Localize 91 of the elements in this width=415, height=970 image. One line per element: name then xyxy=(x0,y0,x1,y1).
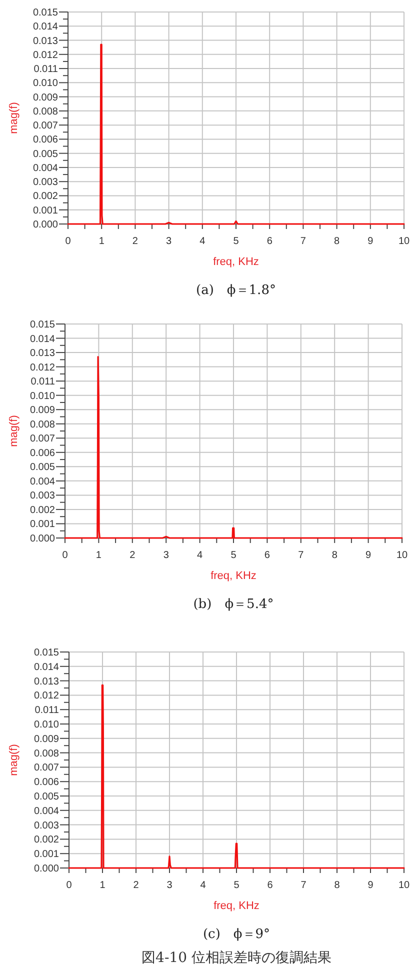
x-tick-label: 8 xyxy=(334,880,340,891)
x-tick-label: 10 xyxy=(398,236,410,247)
text: (b) ϕ＝5.4° xyxy=(193,597,274,612)
y-tick-label: 0.009 xyxy=(30,405,56,416)
x-tick-label: 7 xyxy=(300,880,307,891)
x-tick-label: 4 xyxy=(200,880,206,891)
x-axis-title: freq, KHz xyxy=(214,900,260,912)
x-tick-label: 8 xyxy=(334,236,340,247)
x-tick-label: 9 xyxy=(366,550,372,561)
y-tick-label: 0.006 xyxy=(30,448,56,459)
y-tick-label: 0.000 xyxy=(32,220,58,230)
y-tick-label: 0.001 xyxy=(30,519,56,530)
y-tick-label: 0.009 xyxy=(34,734,60,745)
x-tick-label: 0 xyxy=(65,236,72,247)
x-tick-label: 3 xyxy=(163,550,170,561)
y-tick-label: 0.010 xyxy=(32,78,58,90)
x-tick-label: 3 xyxy=(166,880,173,891)
y-tick-label: 0.002 xyxy=(32,191,58,202)
x-tick-label: 2 xyxy=(132,236,138,247)
y-tick-label: 0.003 xyxy=(34,820,60,832)
x-tick-label: 7 xyxy=(298,550,304,561)
x-tick-label: 9 xyxy=(368,880,374,891)
y-tick-label: 0.007 xyxy=(32,120,58,132)
text: (c) ϕ＝9° xyxy=(202,927,270,942)
y-tick-label: 0.015 xyxy=(34,648,60,658)
y-tick-label: 0.012 xyxy=(34,690,60,702)
y-tick-label: 0.013 xyxy=(32,36,58,47)
x-tick-label: 6 xyxy=(267,880,274,891)
x-tick-label: 1 xyxy=(98,236,105,247)
y-tick-label: 0.000 xyxy=(34,864,60,874)
y-tick-label: 0.004 xyxy=(32,162,58,174)
y-tick-label: 0.000 xyxy=(30,534,56,544)
x-tick-label: 8 xyxy=(332,550,338,561)
y-tick-label: 0.006 xyxy=(34,777,60,788)
caption: 図4-10 位相誤差時の復調結果 xyxy=(142,950,332,966)
y-tick-label: 0.013 xyxy=(30,348,56,360)
x-tick-label: 9 xyxy=(368,236,374,247)
text: (a) ϕ＝1.8° xyxy=(196,283,276,298)
y-axis-title: mag(f) xyxy=(8,102,20,134)
y-tick-label: 0.014 xyxy=(34,662,60,673)
x-axis-title: freq, KHz xyxy=(213,256,259,268)
y-tick-label: 0.007 xyxy=(34,762,60,774)
y-tick-label: 0.005 xyxy=(32,148,58,160)
y-tick-label: 0.007 xyxy=(30,434,56,445)
x-tick-label: 7 xyxy=(300,236,306,247)
x-tick-label: 1 xyxy=(96,550,102,561)
y-tick-label: 0.001 xyxy=(32,205,58,216)
y-tick-label: 0.005 xyxy=(34,792,60,802)
y-tick-label: 0.014 xyxy=(30,334,56,345)
x-tick-label: 4 xyxy=(197,550,204,561)
y-tick-label: 0.015 xyxy=(32,8,58,18)
y-axis-title: mag(f) xyxy=(8,744,20,776)
x-tick-label: 3 xyxy=(166,236,172,247)
y-tick-label: 0.011 xyxy=(34,64,58,76)
y-tick-label: 0.008 xyxy=(30,419,56,430)
y-axis-title: mag(f) xyxy=(8,415,20,447)
y-tick-label: 0.003 xyxy=(30,490,56,502)
y-tick-label: 0.004 xyxy=(30,476,56,488)
y-tick-label: 0.015 xyxy=(30,320,56,330)
y-tick-label: 0.002 xyxy=(34,834,60,846)
y-tick-label: 0.014 xyxy=(32,22,58,33)
y-tick-label: 0.005 xyxy=(30,462,56,474)
x-tick-label: 1 xyxy=(100,880,106,891)
y-tick-label: 0.013 xyxy=(34,676,60,688)
y-tick-label: 0.012 xyxy=(32,50,58,61)
y-tick-label: 0.002 xyxy=(30,504,56,516)
x-tick-label: 0 xyxy=(62,550,68,561)
y-tick-label: 0.008 xyxy=(32,106,58,118)
y-tick-label: 0.011 xyxy=(34,705,60,716)
x-tick-label: 5 xyxy=(233,236,240,247)
x-tick-label: 4 xyxy=(200,236,206,247)
x-axis-title: freq, KHz xyxy=(210,570,256,582)
y-tick-label: 0.009 xyxy=(32,92,58,104)
x-tick-label: 6 xyxy=(264,550,270,561)
x-tick-label: 2 xyxy=(130,550,136,561)
y-tick-label: 0.008 xyxy=(34,748,60,760)
x-tick-label: 5 xyxy=(230,550,237,561)
y-tick-label: 0.003 xyxy=(32,177,58,188)
y-tick-label: 0.004 xyxy=(34,806,60,817)
x-tick-label: 6 xyxy=(266,236,273,247)
x-tick-label: 2 xyxy=(133,880,140,891)
y-tick-label: 0.001 xyxy=(34,849,60,860)
y-tick-label: 0.006 xyxy=(32,134,58,146)
y-tick-label: 0.010 xyxy=(34,720,60,730)
y-tick-label: 0.012 xyxy=(30,362,56,374)
x-tick-label: 5 xyxy=(234,880,240,891)
y-tick-label: 0.010 xyxy=(30,390,56,402)
x-tick-label: 0 xyxy=(66,880,72,891)
x-tick-label: 10 xyxy=(396,550,408,561)
y-tick-label: 0.011 xyxy=(30,376,56,388)
x-tick-label: 10 xyxy=(398,880,410,891)
